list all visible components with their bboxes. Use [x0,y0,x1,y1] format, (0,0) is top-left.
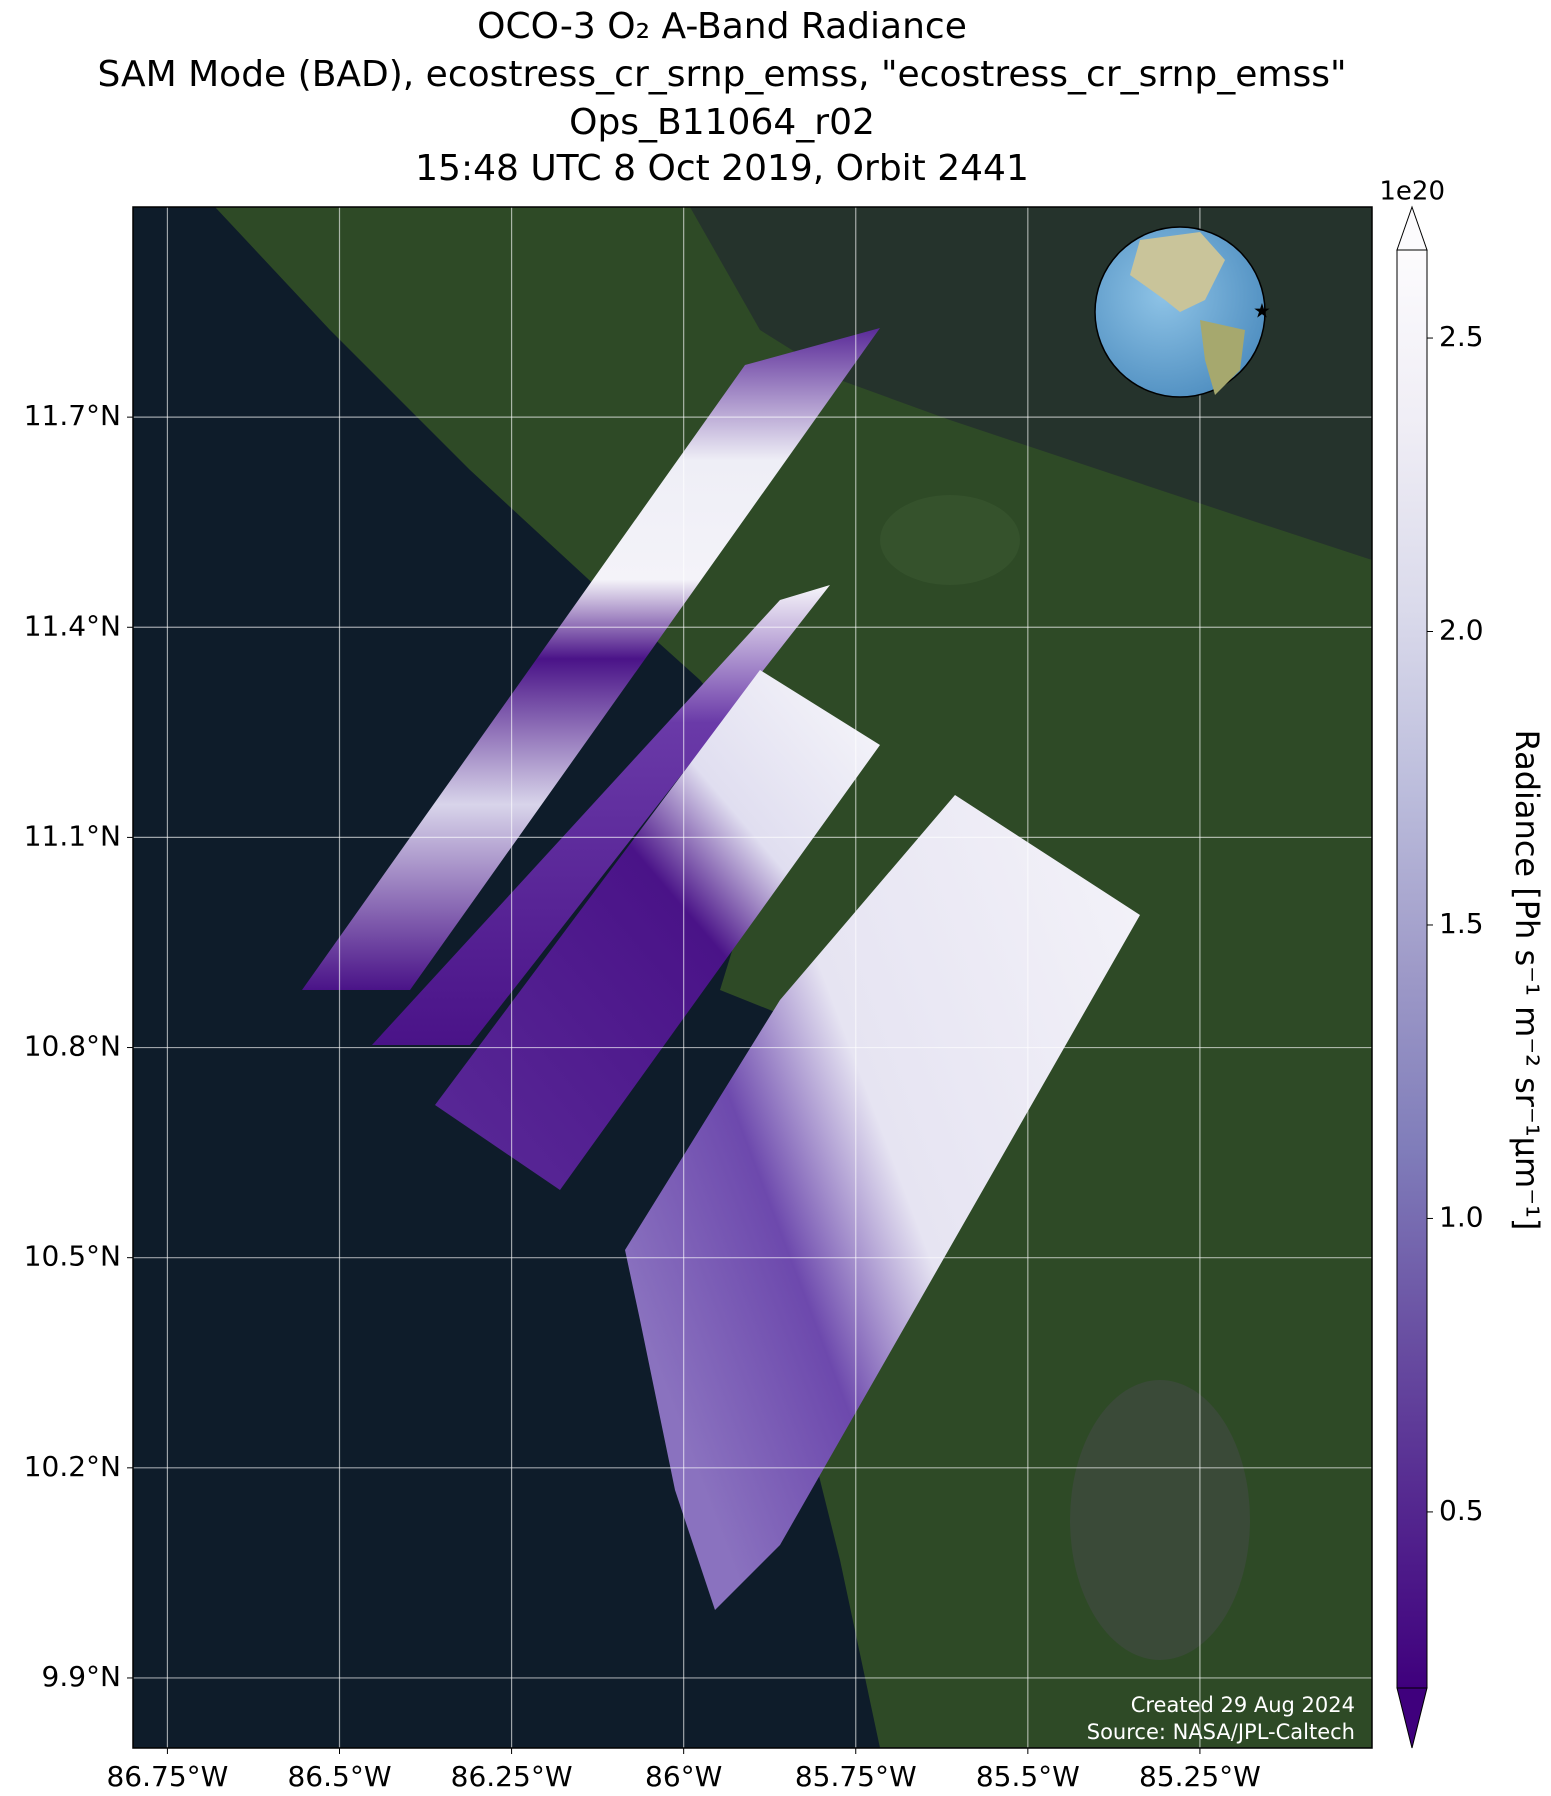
basemap [133,207,1372,1748]
colorbar-tick-label: 2.0 [1439,614,1484,647]
swath [372,585,830,1045]
x-tick-label: 86.5°W [287,1760,391,1793]
y-tick-label: 10.5°N [24,1240,121,1273]
x-tick-label: 86°W [645,1760,722,1793]
swath [302,328,880,990]
colorbar-tick-label: 1.0 [1439,1200,1484,1233]
credit: Source: NASA/JPL-Caltech [1087,1720,1355,1744]
credit: Created 29 Aug 2024 [1131,1693,1355,1717]
swath [625,795,1140,1610]
x-tick-label: 86.75°W [106,1760,228,1793]
x-tick-label: 85.25°W [1139,1760,1261,1793]
x-tick-label: 86.25°W [451,1760,573,1793]
y-tick-label: 9.9°N [42,1660,121,1693]
swath [435,670,880,1190]
colorbar-offset: 1e20 [1379,177,1445,207]
x-tick-label: 85.75°W [795,1760,917,1793]
map-frame [132,206,1373,1749]
y-tick-label: 11.4°N [24,609,121,642]
colorbar-extend-bottom [1396,1687,1428,1749]
title-line: 15:48 UTC 8 Oct 2019, Orbit 2441 [415,148,1029,189]
colorbar-label: Radiance [Ph s⁻¹ m⁻² sr⁻¹μm⁻¹] [1508,730,1546,1231]
y-tick-label: 10.2°N [24,1450,121,1483]
colorbar-tick-label: 2.5 [1439,320,1484,353]
inset-globe: ★ [1094,226,1271,398]
north-america [1130,232,1225,312]
island [880,495,1020,585]
title-line: Ops_B11064_r02 [569,102,875,143]
x-tick-label: 85.5°W [976,1760,1080,1793]
title-line: OCO-3 O₂ A-Band Radiance [477,6,967,47]
y-tick-label: 10.8°N [24,1030,121,1063]
wetland [1070,1380,1250,1660]
colorbar-tick-label: 1.5 [1439,907,1484,940]
land [215,207,1372,1748]
y-tick-label: 11.1°N [24,819,121,852]
title-line: SAM Mode (BAD), ecostress_cr_srnp_emss, … [97,54,1346,95]
colorbar [1396,249,1428,1689]
south-america [1200,320,1245,395]
colorbar-extend-top [1396,205,1428,251]
colorbar-tick-label: 0.5 [1439,1494,1484,1527]
globe-marker: ★ [1253,299,1271,323]
y-tick-label: 11.7°N [24,399,121,432]
